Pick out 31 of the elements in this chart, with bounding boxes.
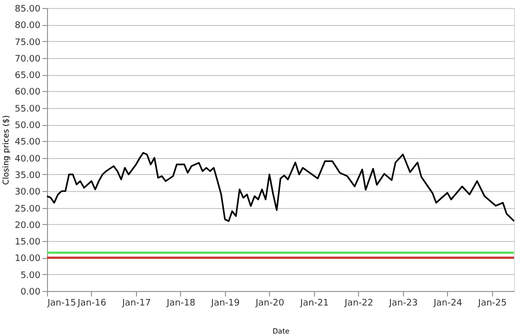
y-tick-label: 40.00	[14, 154, 41, 164]
y-tick-label: 15.00	[14, 238, 41, 248]
x-tick-label: Jan-21	[299, 298, 329, 308]
x-tick-label: Jan-20	[254, 298, 284, 308]
x-tick-label: Jan-25	[477, 298, 507, 308]
y-tick-label: 30.00	[14, 188, 41, 198]
line-series	[46, 152, 515, 222]
y-tick-label: 20.00	[14, 220, 41, 231]
y-tick-label: 50.00	[14, 121, 41, 132]
x-tick-label: Jan-22	[344, 298, 374, 308]
y-tick-label: 25.00	[14, 204, 41, 214]
x-tick-label: Jan-23	[388, 298, 418, 308]
y-tick-label: 70.00	[14, 54, 41, 64]
x-tick-label: Jan-19	[210, 298, 240, 308]
y-tick-label: 45.00	[14, 138, 41, 148]
y-tick-label: 10.00	[14, 254, 41, 264]
y-tick-label: 85.00	[14, 4, 41, 14]
x-tick-label: Jan-15	[46, 298, 76, 308]
x-tick-label: Jan-24	[432, 298, 462, 308]
y-tick-label: 65.00	[14, 71, 41, 82]
y-tick-label: 5.00	[20, 270, 41, 281]
y-tick-label: 75.00	[14, 38, 41, 48]
x-tick-label: Jan-18	[166, 298, 196, 308]
y-tick-label: 0.00	[20, 288, 41, 298]
y-tick-label: 60.00	[14, 88, 41, 98]
x-tick-label: Jan-16	[76, 298, 107, 308]
y-tick-label: 55.00	[14, 104, 41, 114]
y-tick-label: 35.00	[14, 170, 41, 181]
y-axis-title: Closing prices ($)	[2, 115, 11, 185]
x-tick-label: Jan-17	[121, 298, 151, 308]
y-tick-label: 80.00	[14, 21, 41, 32]
